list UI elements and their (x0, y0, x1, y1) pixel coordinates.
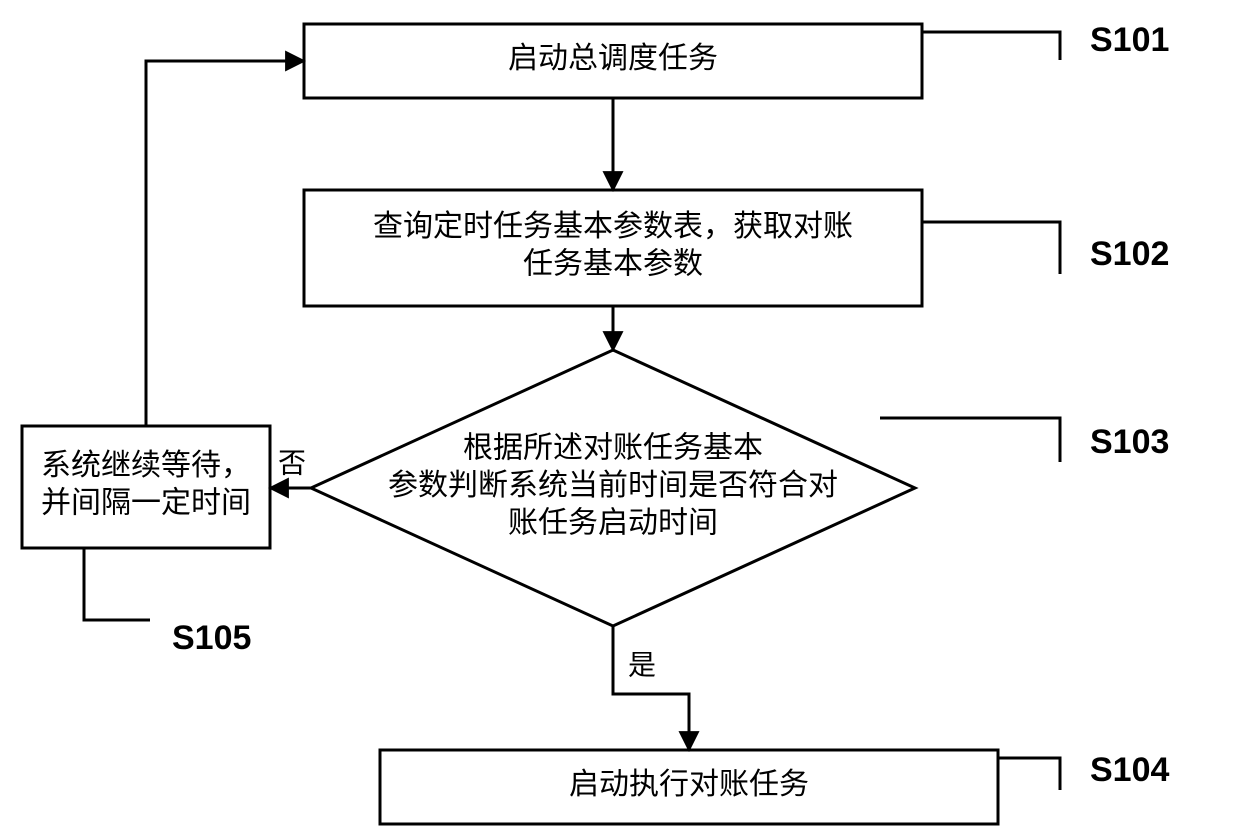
step-label-s102: S102 (922, 222, 1169, 274)
s105-text-line: 系统继续等待， (41, 449, 251, 482)
edge-e_s105_s101 (146, 61, 304, 426)
s103-text-line: 根据所述对账任务基本 (463, 431, 763, 464)
s105-text-line: 并间隔一定时间 (41, 487, 251, 520)
step-label-s101: S101 (922, 21, 1169, 60)
label-connector (998, 758, 1060, 790)
label-connector (922, 32, 1060, 60)
s102-text-line: 查询定时任务基本参数表，获取对账 (373, 210, 853, 243)
step-label-text: S101 (1090, 21, 1169, 59)
label-connector (880, 418, 1060, 462)
step-label-text: S102 (1090, 235, 1169, 273)
edge-e_s103_s105: 否 (270, 448, 311, 488)
flowchart-canvas: 启动总调度任务查询定时任务基本参数表，获取对账任务基本参数根据所述对账任务基本参… (0, 0, 1240, 831)
step-label-s104: S104 (998, 751, 1169, 790)
node-s102: 查询定时任务基本参数表，获取对账任务基本参数 (304, 190, 922, 306)
step-label-text: S104 (1090, 751, 1169, 789)
label-connector (84, 548, 150, 620)
node-s105: 系统继续等待， 并间隔一定时间 (22, 426, 270, 548)
node-s101: 启动总调度任务 (304, 24, 922, 98)
step-label-s105: S105 (84, 548, 251, 657)
s101-text-line: 启动总调度任务 (508, 42, 718, 75)
label-connector (922, 222, 1060, 274)
node-s104: 启动执行对账任务 (380, 750, 998, 824)
edge-line (146, 61, 304, 426)
edge-e_s103_s104: 是 (613, 626, 689, 750)
s103-text-line: 参数判断系统当前时间是否符合对 (388, 469, 838, 502)
s102-text-line: 任务基本参数 (523, 248, 703, 281)
s103-text-line: 账任务启动时间 (508, 506, 718, 539)
node-s103: 根据所述对账任务基本参数判断系统当前时间是否符合对账任务启动时间 (311, 350, 915, 626)
edge-label: 是 (628, 650, 656, 681)
edge-label: 否 (278, 448, 306, 479)
step-label-text: S105 (172, 619, 251, 657)
s104-text-line: 启动执行对账任务 (569, 768, 809, 801)
step-label-text: S103 (1090, 423, 1169, 461)
step-label-s103: S103 (880, 418, 1169, 462)
edge-line (613, 626, 689, 750)
